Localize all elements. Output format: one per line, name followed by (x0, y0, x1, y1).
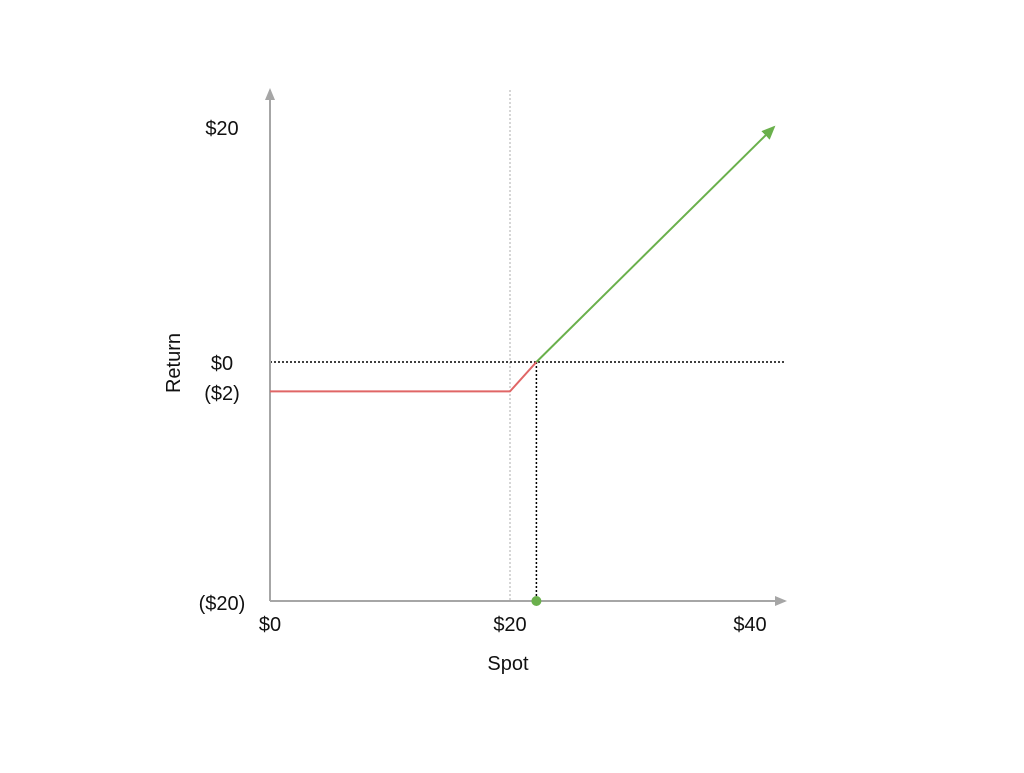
loss-segment-line (270, 361, 538, 393)
x-axis-label: Spot (487, 653, 529, 675)
tick-labels: $0 $20 $40 $20 $0 ($2) ($20) (199, 118, 767, 636)
profit-segment-line (535, 125, 776, 363)
markers (531, 596, 542, 606)
breakeven-point-marker (531, 596, 542, 606)
x-tick-label: $0 (259, 614, 281, 636)
reference-lines (270, 90, 785, 601)
y-tick-label: ($20) (199, 593, 246, 615)
y-tick-label: ($2) (204, 383, 240, 405)
series (270, 125, 776, 393)
y-tick-label: $0 (211, 353, 233, 375)
x-tick-label: $20 (493, 614, 526, 636)
axes (265, 88, 787, 606)
x-tick-label: $40 (733, 614, 766, 636)
y-axis-label: Return (163, 333, 185, 393)
y-tick-label: $20 (205, 118, 238, 140)
